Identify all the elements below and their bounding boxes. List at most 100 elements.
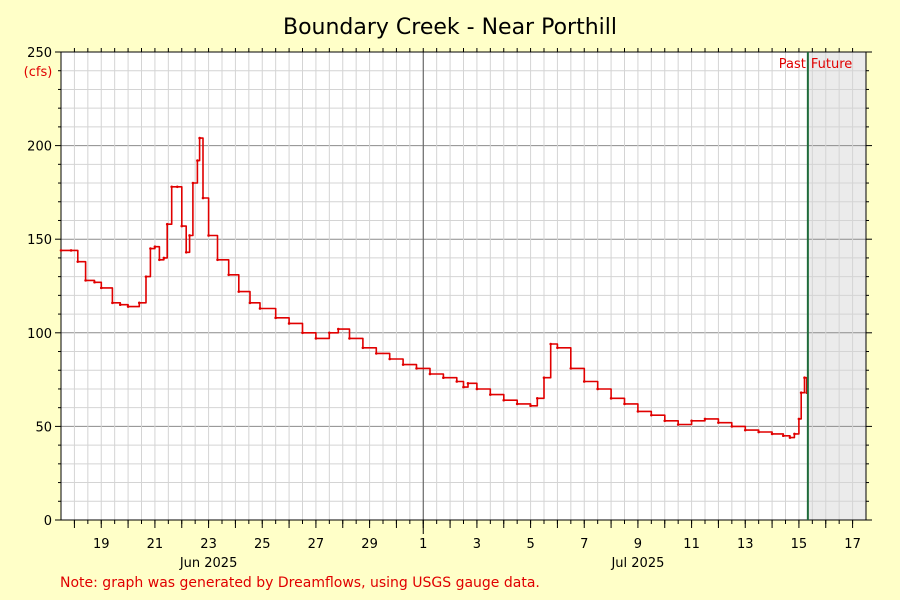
y-tick-label: 100 xyxy=(27,327,52,342)
data-point xyxy=(788,436,792,439)
data-point xyxy=(535,397,539,400)
data-point xyxy=(153,245,157,248)
x-tick-label: 27 xyxy=(308,537,325,552)
data-point xyxy=(388,357,392,361)
month-label: Jun 2025 xyxy=(179,556,238,571)
data-point xyxy=(207,234,210,237)
x-tick-label: 25 xyxy=(254,537,271,552)
data-point xyxy=(650,413,653,417)
data-point xyxy=(442,376,445,380)
data-point xyxy=(623,402,626,406)
data-point xyxy=(348,337,351,340)
data-point xyxy=(676,423,680,426)
x-tick-label: 9 xyxy=(634,537,642,552)
data-point xyxy=(781,434,785,438)
future-region xyxy=(807,52,866,520)
x-tick-label: 5 xyxy=(526,537,534,552)
data-point xyxy=(258,307,262,310)
data-point xyxy=(455,380,459,383)
data-point xyxy=(201,196,205,200)
y-axis-unit: (cfs) xyxy=(24,65,53,80)
data-point xyxy=(582,380,586,383)
x-tick-label: 29 xyxy=(361,537,378,552)
data-point xyxy=(227,273,231,277)
data-point xyxy=(489,393,492,396)
data-point xyxy=(149,247,152,250)
data-point xyxy=(799,391,803,395)
x-tick-label: 23 xyxy=(200,537,217,552)
data-point xyxy=(188,234,191,237)
data-point xyxy=(549,342,553,346)
x-tick-label: 17 xyxy=(844,537,861,552)
x-tick-label: 7 xyxy=(580,537,588,552)
data-point xyxy=(556,346,559,350)
data-point xyxy=(111,301,114,305)
x-tick-label: 13 xyxy=(737,537,754,552)
data-point xyxy=(99,286,103,290)
data-point xyxy=(529,404,532,408)
data-point xyxy=(730,425,734,428)
data-point xyxy=(636,410,640,413)
future-label: Future xyxy=(811,57,852,72)
data-point xyxy=(274,316,277,320)
data-point xyxy=(502,398,506,402)
footnote: Note: graph was generated by Dreamflows,… xyxy=(60,575,540,591)
data-point xyxy=(248,301,252,305)
data-point xyxy=(609,397,613,400)
data-point xyxy=(515,402,519,406)
data-point xyxy=(162,256,166,260)
axis-ticks xyxy=(55,48,872,534)
data-point xyxy=(797,417,801,421)
chart-title: Boundary Creek - Near Porthill xyxy=(283,15,617,40)
data-point xyxy=(126,305,130,308)
data-point xyxy=(793,432,796,436)
data-point xyxy=(466,382,470,385)
data-point xyxy=(703,417,707,421)
data-point xyxy=(475,387,479,391)
data-point xyxy=(717,421,720,424)
data-point xyxy=(175,185,179,189)
data-point xyxy=(301,331,304,335)
data-point xyxy=(757,430,760,434)
y-tick-label: 250 xyxy=(27,46,52,61)
grid-lines xyxy=(61,51,866,521)
x-tick-label: 15 xyxy=(791,537,808,552)
data-point xyxy=(336,327,340,331)
y-tick-label: 50 xyxy=(35,420,52,435)
data-point xyxy=(144,275,148,278)
y-tick-label: 150 xyxy=(27,233,52,248)
month-label: Jul 2025 xyxy=(610,556,664,571)
data-point xyxy=(542,376,546,380)
data-point xyxy=(93,280,96,284)
data-point xyxy=(137,301,141,305)
past-label: Past xyxy=(779,57,806,72)
data-point xyxy=(198,136,201,140)
data-point xyxy=(803,376,806,380)
series-layer xyxy=(59,136,809,439)
data-point xyxy=(84,279,87,282)
data-point xyxy=(287,322,291,325)
data-point xyxy=(361,346,365,350)
data-point xyxy=(180,224,184,228)
data-point xyxy=(165,222,169,226)
data-point xyxy=(59,249,63,252)
data-point xyxy=(374,352,378,355)
data-point xyxy=(158,258,161,262)
data-point xyxy=(743,428,747,432)
x-tick-label: 21 xyxy=(147,537,164,552)
data-point xyxy=(596,387,599,391)
y-tick-label: 0 xyxy=(44,514,52,529)
data-point xyxy=(118,303,122,307)
data-point xyxy=(196,159,199,162)
data-point xyxy=(569,367,573,370)
data-point xyxy=(237,290,241,293)
data-point xyxy=(314,337,318,340)
data-point xyxy=(69,249,73,252)
x-tick-label: 11 xyxy=(683,537,700,552)
x-tick-label: 3 xyxy=(473,537,481,552)
data-point xyxy=(401,363,405,366)
data-point xyxy=(462,385,465,389)
data-point xyxy=(428,372,432,376)
